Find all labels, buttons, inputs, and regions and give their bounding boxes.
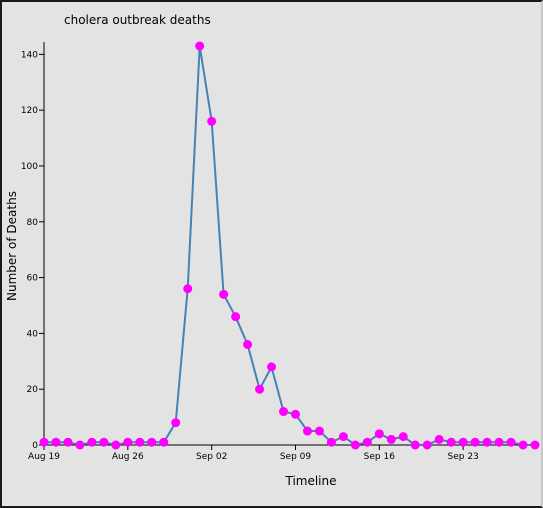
- y-tick-label: 0: [32, 441, 38, 451]
- data-point: [386, 434, 396, 444]
- data-point: [135, 437, 145, 447]
- data-point: [350, 440, 360, 450]
- data-point: [422, 440, 432, 450]
- x-tick-label: Sep 16: [364, 452, 396, 462]
- data-point: [75, 440, 85, 450]
- x-tick-label: Sep 09: [280, 452, 312, 462]
- data-point: [147, 437, 157, 447]
- data-point: [338, 432, 348, 442]
- data-point: [494, 437, 504, 447]
- plot-area: 0 20 40 60 80 100 120 140 Aug 19 Aug 26 Sep 02 Sep …: [21, 41, 540, 462]
- data-point: [470, 437, 480, 447]
- y-tick-label: 120: [21, 106, 38, 116]
- y-tick-label: 80: [27, 218, 39, 228]
- data-point: [99, 437, 109, 447]
- data-point: [398, 432, 408, 442]
- data-point: [87, 437, 97, 447]
- x-tick-label: Aug 19: [28, 452, 60, 462]
- x-tick-label: Aug 26: [112, 452, 144, 462]
- data-point: [231, 312, 241, 322]
- x-tick-label: Sep 02: [196, 452, 227, 462]
- data-point: [267, 362, 277, 372]
- data-point: [314, 426, 324, 436]
- data-point: [195, 41, 205, 51]
- data-point: [362, 437, 372, 447]
- y-tick-label: 40: [27, 329, 39, 339]
- data-point: [207, 116, 217, 126]
- data-point: [518, 440, 528, 450]
- data-point: [255, 384, 265, 394]
- chart-title: cholera outbreak deaths: [64, 13, 211, 27]
- data-point: [410, 440, 420, 450]
- x-axis-label: Timeline: [284, 474, 336, 488]
- data-point: [219, 289, 229, 299]
- data-point: [279, 407, 289, 417]
- data-point: [530, 440, 540, 450]
- y-tick-label: 20: [27, 385, 39, 395]
- y-axis-label: Number of Deaths: [5, 191, 19, 301]
- data-point: [51, 437, 61, 447]
- data-point: [290, 409, 300, 419]
- deaths-series-line: [44, 45, 535, 447]
- data-point: [506, 437, 516, 447]
- data-point: [482, 437, 492, 447]
- data-point: [159, 437, 169, 447]
- data-point: [374, 429, 384, 439]
- y-tick-label: 140: [21, 50, 38, 60]
- data-point: [183, 284, 193, 294]
- data-point: [123, 437, 133, 447]
- data-point: [434, 434, 444, 444]
- data-point: [302, 426, 312, 436]
- data-point: [243, 340, 253, 350]
- data-point: [39, 437, 49, 447]
- data-point: [171, 418, 181, 428]
- data-point: [111, 440, 121, 450]
- y-tick-label: 60: [27, 274, 39, 284]
- data-point: [63, 437, 73, 447]
- y-tick-label: 100: [21, 162, 38, 172]
- x-tick-label: Sep 23: [448, 452, 479, 462]
- data-point: [446, 437, 456, 447]
- data-point: [458, 437, 468, 447]
- data-point: [326, 437, 336, 447]
